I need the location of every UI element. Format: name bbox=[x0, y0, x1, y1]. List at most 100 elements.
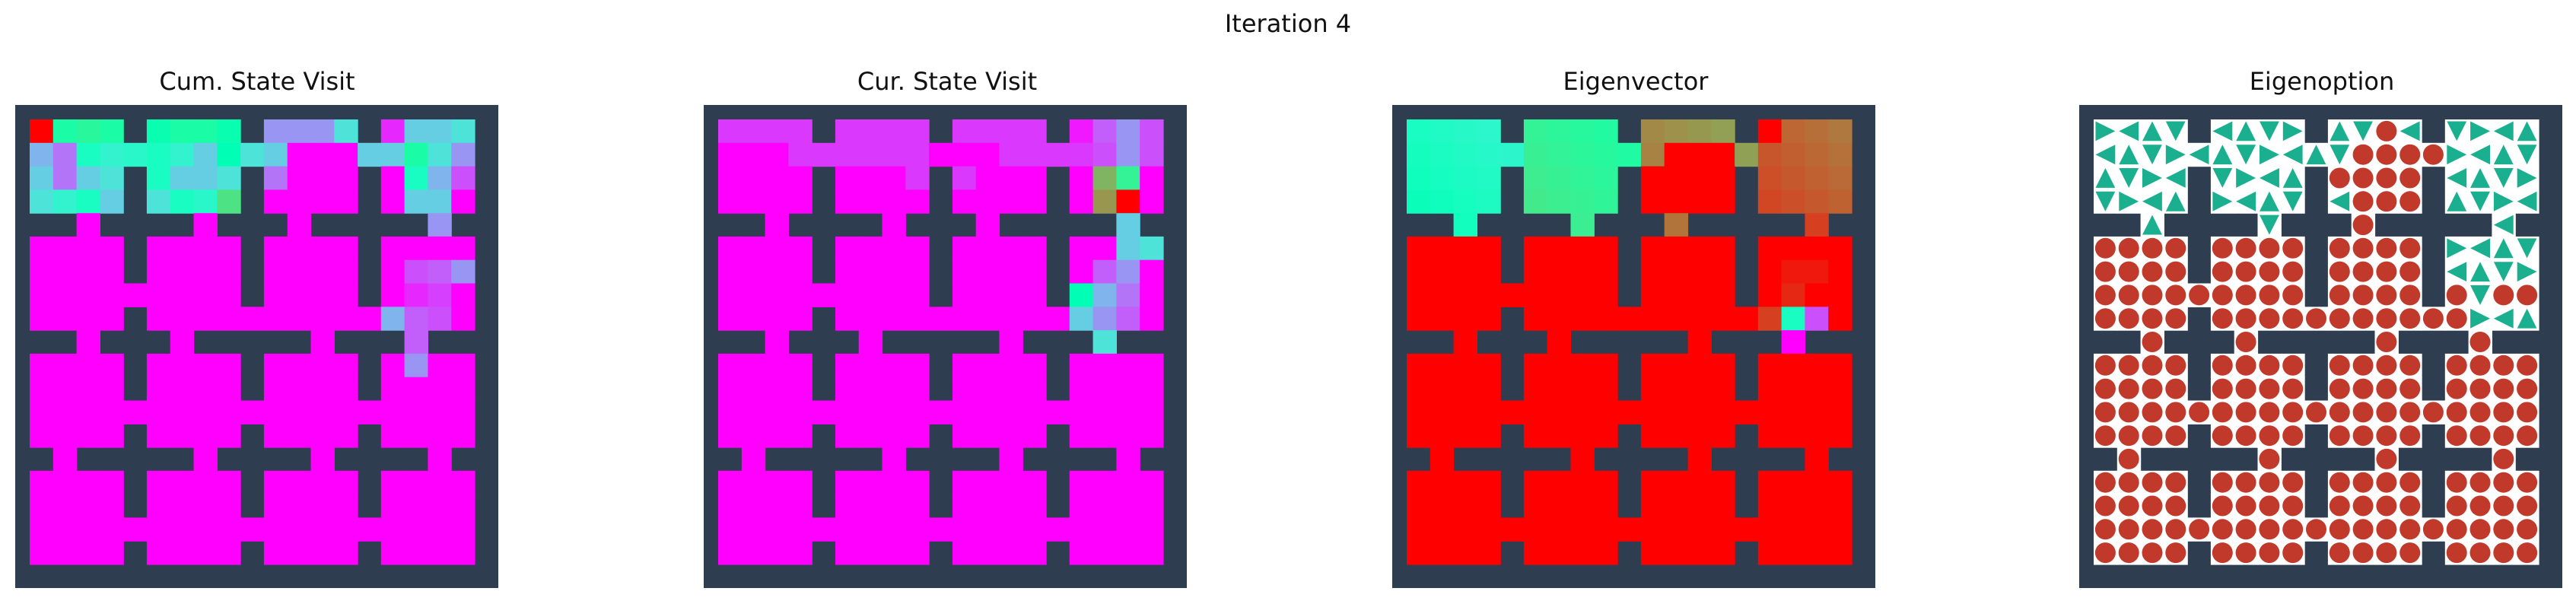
grid-cell bbox=[287, 236, 312, 261]
grid-cell bbox=[1453, 259, 1477, 285]
grid-cell bbox=[1805, 353, 1829, 378]
grid-cell bbox=[193, 189, 218, 214]
grid-cell bbox=[428, 447, 452, 472]
grid-cell bbox=[100, 236, 124, 261]
grid-cell bbox=[999, 470, 1023, 495]
termination-dot bbox=[2142, 542, 2163, 564]
grid-cell bbox=[193, 259, 218, 285]
grid-cell bbox=[835, 307, 860, 331]
grid-cell bbox=[835, 424, 860, 448]
termination-dot bbox=[2399, 378, 2421, 399]
termination-dot bbox=[2212, 378, 2233, 399]
policy-arrow-left bbox=[2142, 191, 2162, 211]
termination-dot bbox=[2212, 261, 2233, 282]
termination-dot bbox=[2094, 261, 2116, 282]
policy-arrow-down bbox=[2095, 191, 2116, 211]
grid-cell bbox=[334, 119, 358, 144]
termination-dot bbox=[2352, 285, 2374, 306]
grid-cell bbox=[1687, 236, 1712, 261]
termination-dot bbox=[2118, 378, 2139, 399]
termination-dot bbox=[2282, 495, 2304, 517]
grid-cell bbox=[1547, 307, 1572, 331]
policy-arrow-left bbox=[2517, 191, 2537, 211]
termination-dot bbox=[2493, 495, 2514, 517]
grid-cell bbox=[905, 236, 930, 261]
grid-cell bbox=[1547, 236, 1572, 261]
grid-cell bbox=[1116, 517, 1140, 542]
policy-arrow-right bbox=[2517, 262, 2537, 282]
grid-cell bbox=[882, 517, 906, 542]
grid-cell bbox=[1570, 307, 1595, 331]
grid-cell bbox=[1570, 259, 1595, 285]
grid-cell bbox=[788, 259, 813, 285]
grid-cell bbox=[100, 166, 124, 190]
grid-cell bbox=[1523, 307, 1548, 331]
grid-cell bbox=[380, 283, 405, 307]
grid-cell bbox=[741, 447, 766, 472]
grid-cell bbox=[1523, 189, 1548, 214]
grid-cell bbox=[217, 470, 241, 495]
grid-cell bbox=[1687, 400, 1712, 424]
grid-cell bbox=[193, 236, 218, 261]
termination-dot bbox=[2094, 495, 2116, 517]
grid-cell bbox=[1594, 541, 1618, 565]
grid-cell bbox=[404, 330, 428, 354]
grid-cell bbox=[52, 142, 78, 167]
termination-dot bbox=[2376, 519, 2397, 540]
grid-cell bbox=[1757, 400, 1783, 424]
termination-dot bbox=[2376, 378, 2397, 399]
termination-dot bbox=[2469, 519, 2491, 540]
termination-dot bbox=[2118, 495, 2139, 517]
grid-cell bbox=[263, 236, 288, 261]
grid-cell bbox=[263, 119, 288, 144]
grid-cell bbox=[404, 307, 428, 331]
cur-state-visit-heatmap bbox=[704, 105, 1187, 588]
termination-dot bbox=[2399, 308, 2421, 329]
grid-cell bbox=[30, 424, 54, 448]
grid-cell bbox=[1430, 494, 1455, 518]
grid-cell bbox=[1664, 213, 1689, 237]
grid-cell bbox=[1687, 424, 1712, 448]
grid-cell bbox=[1022, 283, 1047, 307]
policy-arrow-left bbox=[2493, 215, 2514, 235]
grid-cell bbox=[1594, 236, 1618, 261]
grid-cell bbox=[952, 494, 977, 518]
grid-cell bbox=[1453, 517, 1477, 542]
grid-cell bbox=[1430, 424, 1455, 448]
termination-dot bbox=[2422, 402, 2444, 423]
grid-cell bbox=[1523, 236, 1548, 261]
policy-arrow-up bbox=[2119, 145, 2139, 165]
grid-cell bbox=[146, 424, 171, 448]
grid-cell bbox=[741, 470, 766, 495]
termination-dot bbox=[2306, 308, 2326, 329]
grid-cell bbox=[193, 119, 218, 144]
grid-cell bbox=[76, 470, 100, 495]
grid-cell bbox=[1092, 119, 1117, 144]
termination-dot bbox=[2282, 237, 2304, 259]
grid-cell bbox=[788, 283, 813, 307]
grid-cell bbox=[1477, 517, 1501, 542]
grid-cell bbox=[217, 517, 241, 542]
grid-cell bbox=[741, 307, 766, 331]
grid-cell bbox=[287, 213, 312, 237]
grid-cell bbox=[100, 283, 124, 307]
termination-dot bbox=[2352, 519, 2374, 540]
grid-cell bbox=[1828, 377, 1852, 402]
grid-cell bbox=[193, 447, 218, 472]
termination-dot bbox=[2235, 237, 2256, 259]
grid-cell bbox=[812, 283, 836, 307]
grid-cell bbox=[1140, 400, 1164, 424]
grid-cell bbox=[1594, 424, 1618, 448]
termination-dot bbox=[2118, 308, 2139, 329]
grid-cell bbox=[835, 119, 860, 144]
grid-cell bbox=[123, 142, 148, 167]
grid-cell bbox=[1781, 517, 1805, 542]
termination-dot bbox=[2165, 519, 2186, 540]
grid-cell bbox=[882, 236, 906, 261]
termination-dot bbox=[2282, 354, 2304, 376]
grid-cell bbox=[30, 400, 54, 424]
grid-cell bbox=[76, 377, 100, 402]
grid-cell bbox=[835, 259, 860, 285]
grid-cell bbox=[1523, 400, 1548, 424]
grid-cell bbox=[741, 142, 766, 167]
